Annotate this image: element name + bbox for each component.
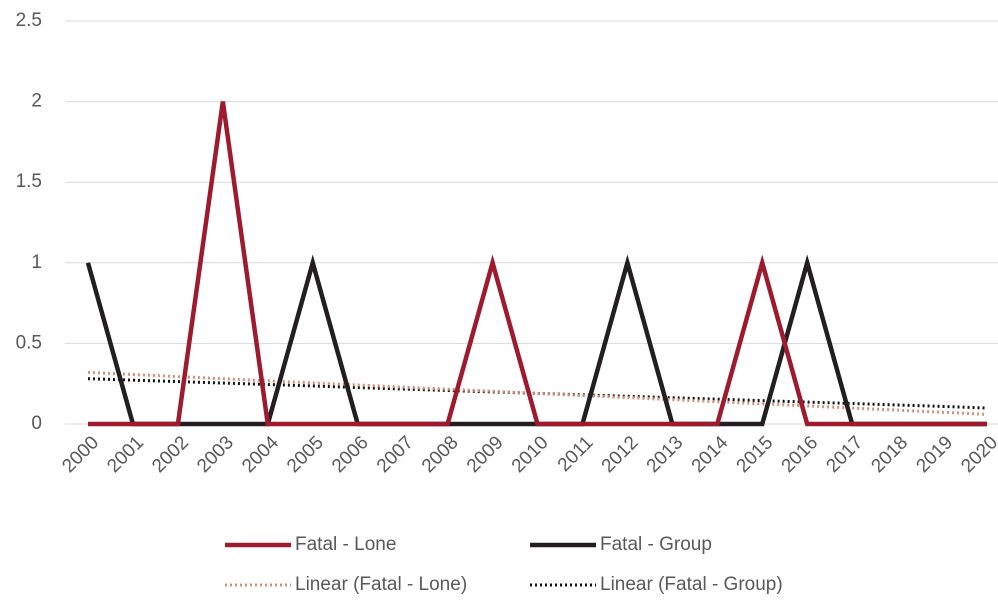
y-tick-label: 0: [31, 413, 42, 434]
x-tick-label: 2014: [688, 432, 733, 477]
series-line: [87, 370, 988, 416]
y-tick-label: 0.5: [16, 332, 42, 353]
x-tick-label: 2010: [508, 432, 553, 477]
legend-label: Fatal - Group: [600, 534, 712, 555]
x-tick-label: 2004: [238, 432, 283, 477]
x-tick-label: 2018: [867, 432, 912, 477]
y-tick-label: 2: [31, 91, 42, 112]
x-tick-label: 2006: [328, 432, 373, 477]
series-line: [88, 101, 987, 427]
x-tick-label: 2019: [912, 432, 957, 477]
legend-label: Linear (Fatal - Group): [600, 574, 783, 595]
x-tick-label: 2003: [193, 432, 238, 477]
y-tick-label: 1.5: [16, 171, 42, 192]
x-tick-label: 2000: [58, 432, 103, 477]
x-tick-label: 2008: [418, 432, 463, 477]
x-tick-label: 2007: [373, 432, 418, 477]
y-tick-label: 1: [31, 252, 42, 273]
x-tick-label: 2020: [957, 432, 998, 477]
y-tick-label: 2.5: [16, 10, 42, 31]
x-tick-label: 2009: [463, 432, 508, 477]
x-tick-label: 2017: [822, 432, 867, 477]
x-tick-label: 2011: [554, 432, 598, 476]
legend-label: Fatal - Lone: [295, 534, 396, 555]
x-tick-label: 2002: [148, 432, 193, 477]
x-tick-label: 2016: [778, 432, 823, 477]
x-tick-label: 2005: [283, 432, 328, 477]
x-tick-label: 2001: [103, 432, 148, 477]
x-tick-label: 2013: [643, 432, 688, 477]
legend-label: Linear (Fatal - Lone): [295, 574, 467, 595]
x-tick-label: 2015: [733, 432, 778, 477]
x-tick-label: 2012: [598, 432, 643, 477]
series-line: [87, 377, 988, 410]
